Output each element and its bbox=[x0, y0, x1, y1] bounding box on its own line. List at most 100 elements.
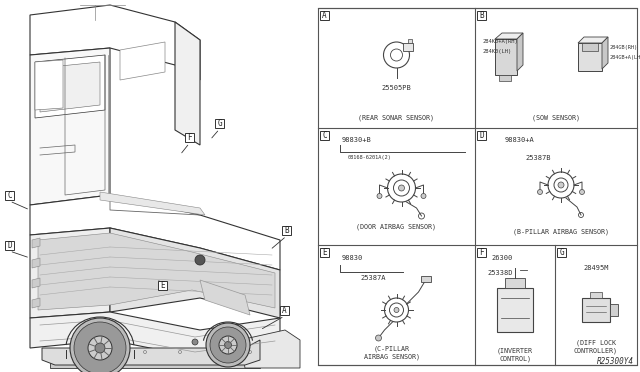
Bar bbox=[280, 306, 289, 315]
Bar bbox=[420, 276, 431, 282]
Text: 284GB+A(LH): 284GB+A(LH) bbox=[610, 55, 640, 60]
Bar bbox=[5, 191, 14, 200]
Circle shape bbox=[558, 182, 564, 188]
Bar bbox=[320, 131, 329, 140]
Bar bbox=[320, 11, 329, 20]
Polygon shape bbox=[30, 5, 200, 80]
Text: A: A bbox=[322, 11, 327, 20]
Bar bbox=[590, 292, 602, 298]
Text: D: D bbox=[7, 241, 12, 250]
Text: 284GB(RH): 284GB(RH) bbox=[610, 45, 638, 51]
Polygon shape bbox=[110, 228, 280, 318]
Polygon shape bbox=[30, 48, 110, 205]
Polygon shape bbox=[32, 258, 40, 268]
Bar bbox=[408, 39, 412, 43]
Text: 98830+B: 98830+B bbox=[342, 137, 372, 143]
Text: (DOOR AIRBAG SENSOR): (DOOR AIRBAG SENSOR) bbox=[356, 224, 436, 230]
Text: F: F bbox=[187, 133, 192, 142]
Circle shape bbox=[70, 318, 130, 372]
Text: C: C bbox=[7, 191, 12, 200]
Circle shape bbox=[376, 335, 381, 341]
Text: 25387B: 25387B bbox=[525, 155, 550, 161]
Text: B: B bbox=[284, 226, 289, 235]
Text: (REAR SONAR SENSOR): (REAR SONAR SENSOR) bbox=[358, 115, 435, 121]
Bar bbox=[582, 43, 598, 51]
Bar bbox=[185, 133, 194, 142]
Text: 98830+A: 98830+A bbox=[505, 137, 535, 143]
Polygon shape bbox=[40, 62, 100, 112]
Bar bbox=[158, 281, 167, 290]
Polygon shape bbox=[32, 298, 40, 308]
Text: G: G bbox=[217, 119, 222, 128]
Circle shape bbox=[394, 308, 399, 312]
Bar bbox=[499, 75, 511, 81]
Bar bbox=[610, 304, 618, 316]
Text: G: G bbox=[559, 248, 564, 257]
Text: 25505PB: 25505PB bbox=[381, 85, 412, 91]
Circle shape bbox=[538, 189, 543, 195]
Bar bbox=[320, 248, 329, 257]
Text: 98830: 98830 bbox=[342, 255, 364, 261]
Bar bbox=[5, 241, 14, 250]
Bar bbox=[477, 131, 486, 140]
Text: 25387A: 25387A bbox=[360, 275, 385, 281]
Polygon shape bbox=[30, 312, 280, 358]
Polygon shape bbox=[495, 33, 523, 39]
Text: 28495M: 28495M bbox=[583, 265, 609, 271]
Bar bbox=[557, 248, 566, 257]
Bar bbox=[318, 8, 637, 365]
Text: (B-PILLAR AIRBAG SENSOR): (B-PILLAR AIRBAG SENSOR) bbox=[513, 229, 609, 235]
Text: 25338D: 25338D bbox=[487, 270, 513, 276]
Polygon shape bbox=[602, 37, 608, 69]
Bar bbox=[505, 278, 525, 288]
Bar bbox=[403, 43, 413, 51]
Text: 284K0(LH): 284K0(LH) bbox=[483, 48, 512, 54]
Circle shape bbox=[421, 193, 426, 199]
Polygon shape bbox=[30, 195, 280, 270]
Text: E: E bbox=[160, 281, 165, 290]
Bar bbox=[477, 11, 486, 20]
Polygon shape bbox=[578, 37, 608, 43]
Bar bbox=[495, 39, 517, 75]
Text: 08168-6201A(2): 08168-6201A(2) bbox=[348, 154, 392, 160]
Text: C: C bbox=[322, 131, 327, 140]
Polygon shape bbox=[32, 238, 40, 248]
Text: R25300Y4: R25300Y4 bbox=[597, 356, 634, 366]
Text: (C-PILLAR
AIRBAG SENSOR): (C-PILLAR AIRBAG SENSOR) bbox=[364, 346, 419, 360]
Bar bbox=[477, 248, 486, 257]
Circle shape bbox=[399, 185, 404, 191]
Polygon shape bbox=[240, 330, 300, 368]
Text: (DIFF LOCK
CONTROLLER): (DIFF LOCK CONTROLLER) bbox=[574, 340, 618, 355]
Text: (INVERTER
CONTROL): (INVERTER CONTROL) bbox=[497, 347, 533, 362]
Text: D: D bbox=[479, 131, 484, 140]
Polygon shape bbox=[35, 55, 105, 118]
Circle shape bbox=[225, 341, 232, 349]
Circle shape bbox=[206, 323, 250, 367]
Text: A: A bbox=[282, 306, 287, 315]
Bar bbox=[578, 43, 602, 71]
Circle shape bbox=[210, 327, 246, 363]
Polygon shape bbox=[517, 33, 523, 71]
Text: F: F bbox=[479, 248, 484, 257]
Polygon shape bbox=[120, 42, 165, 80]
Polygon shape bbox=[42, 340, 260, 365]
Polygon shape bbox=[35, 60, 63, 110]
Polygon shape bbox=[38, 233, 275, 310]
Polygon shape bbox=[32, 278, 40, 288]
Text: 284K0+A(RH): 284K0+A(RH) bbox=[483, 39, 519, 45]
Circle shape bbox=[74, 322, 126, 372]
Polygon shape bbox=[30, 228, 110, 318]
Bar bbox=[497, 288, 533, 332]
Bar bbox=[582, 298, 610, 322]
Text: 26300: 26300 bbox=[491, 255, 512, 261]
Text: E: E bbox=[322, 248, 327, 257]
Polygon shape bbox=[175, 22, 200, 145]
Circle shape bbox=[377, 193, 382, 199]
Circle shape bbox=[219, 336, 237, 354]
Circle shape bbox=[579, 189, 584, 195]
Circle shape bbox=[88, 336, 112, 360]
Circle shape bbox=[195, 255, 205, 265]
Polygon shape bbox=[50, 348, 260, 368]
Bar bbox=[215, 119, 224, 128]
Circle shape bbox=[192, 339, 198, 345]
